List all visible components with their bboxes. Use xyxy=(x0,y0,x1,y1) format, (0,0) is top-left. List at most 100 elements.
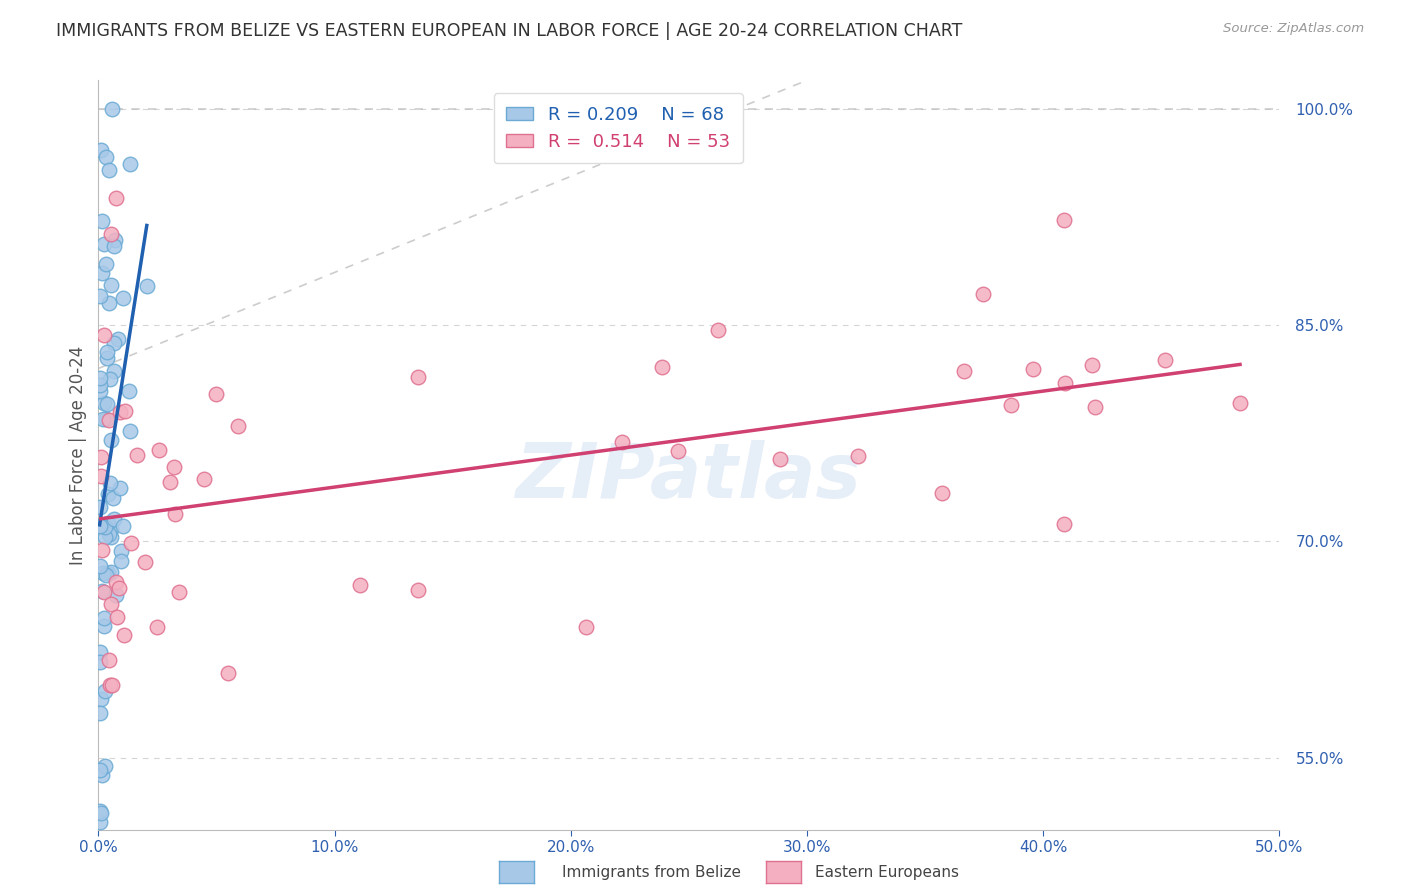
Point xyxy=(1053,516,1076,531)
Point xyxy=(96,257,118,271)
Point xyxy=(1053,376,1076,391)
Point xyxy=(94,530,117,544)
Point xyxy=(89,500,111,514)
Point xyxy=(118,384,141,398)
Point xyxy=(93,584,115,599)
Point xyxy=(1084,401,1107,415)
Point xyxy=(1154,352,1177,367)
Point xyxy=(103,233,125,247)
Point xyxy=(1053,213,1076,227)
Point xyxy=(90,692,112,706)
Point xyxy=(96,568,118,582)
Point xyxy=(97,412,120,426)
Point xyxy=(93,327,115,342)
Point xyxy=(134,555,156,569)
Point xyxy=(105,588,128,602)
Point xyxy=(91,412,114,426)
Point xyxy=(103,238,125,252)
Point xyxy=(118,425,141,439)
Point xyxy=(97,296,120,310)
Point xyxy=(110,554,132,568)
Point xyxy=(90,143,112,157)
Point xyxy=(114,404,136,418)
Point xyxy=(205,387,228,401)
Point xyxy=(105,610,128,624)
Point xyxy=(98,475,121,490)
Point xyxy=(96,397,118,411)
Point xyxy=(146,620,169,634)
Point xyxy=(89,815,111,830)
Point xyxy=(97,516,120,530)
Point xyxy=(668,444,690,458)
Point xyxy=(89,370,111,384)
Point xyxy=(112,291,135,305)
Point xyxy=(89,558,111,573)
Text: IMMIGRANTS FROM BELIZE VS EASTERN EUROPEAN IN LABOR FORCE | AGE 20-24 CORRELATIO: IMMIGRANTS FROM BELIZE VS EASTERN EUROPE… xyxy=(56,22,963,40)
Point xyxy=(91,266,114,280)
Point xyxy=(107,581,129,595)
Y-axis label: In Labor Force | Age 20-24: In Labor Force | Age 20-24 xyxy=(69,345,87,565)
Point xyxy=(89,706,111,720)
Point xyxy=(96,345,118,359)
Point xyxy=(89,656,111,670)
Point xyxy=(98,163,121,178)
Point xyxy=(93,611,115,625)
Point xyxy=(931,486,953,500)
Point xyxy=(163,459,186,474)
Text: Immigrants from Belize: Immigrants from Belize xyxy=(562,865,741,880)
Point xyxy=(98,678,121,692)
Point xyxy=(217,666,239,681)
Point xyxy=(89,518,111,533)
Point xyxy=(91,768,114,782)
Point xyxy=(94,519,117,533)
Text: Eastern Europeans: Eastern Europeans xyxy=(815,865,959,880)
Point xyxy=(97,487,120,501)
Point xyxy=(118,157,141,171)
Point xyxy=(1000,398,1022,412)
Point xyxy=(148,442,170,457)
Point xyxy=(93,237,115,252)
Point xyxy=(1081,358,1104,372)
Point xyxy=(91,583,114,598)
Point xyxy=(167,584,190,599)
Point xyxy=(89,764,111,778)
Point xyxy=(159,475,181,489)
Point xyxy=(112,519,135,533)
Point xyxy=(127,448,149,462)
Point xyxy=(94,759,117,773)
Point xyxy=(90,469,112,483)
Point xyxy=(100,434,122,448)
Point xyxy=(90,214,112,228)
Point xyxy=(846,449,869,463)
Point xyxy=(100,530,122,544)
Point xyxy=(953,364,976,378)
Point xyxy=(100,597,122,611)
Point xyxy=(972,287,994,301)
Point xyxy=(96,351,118,365)
Text: ZIPatlas: ZIPatlas xyxy=(516,441,862,515)
Point xyxy=(91,542,114,557)
Point xyxy=(91,566,114,580)
Point xyxy=(120,536,142,550)
Point xyxy=(226,418,249,433)
Point xyxy=(103,364,125,378)
Text: Source: ZipAtlas.com: Source: ZipAtlas.com xyxy=(1223,22,1364,36)
Point xyxy=(101,678,124,692)
Point xyxy=(193,472,215,486)
Point xyxy=(112,628,135,642)
Point xyxy=(89,289,111,303)
Point xyxy=(104,191,127,205)
Point xyxy=(100,523,122,537)
Point xyxy=(93,396,115,410)
Point xyxy=(103,511,125,525)
Point xyxy=(94,683,117,698)
Point xyxy=(104,575,127,590)
Legend: R = 0.209    N = 68, R =  0.514    N = 53: R = 0.209 N = 68, R = 0.514 N = 53 xyxy=(494,93,742,163)
Point xyxy=(103,335,125,350)
Point xyxy=(1229,395,1251,409)
Point xyxy=(406,582,429,597)
Point xyxy=(110,543,132,558)
Point xyxy=(97,566,120,581)
Point xyxy=(98,372,121,386)
Point xyxy=(651,359,673,374)
